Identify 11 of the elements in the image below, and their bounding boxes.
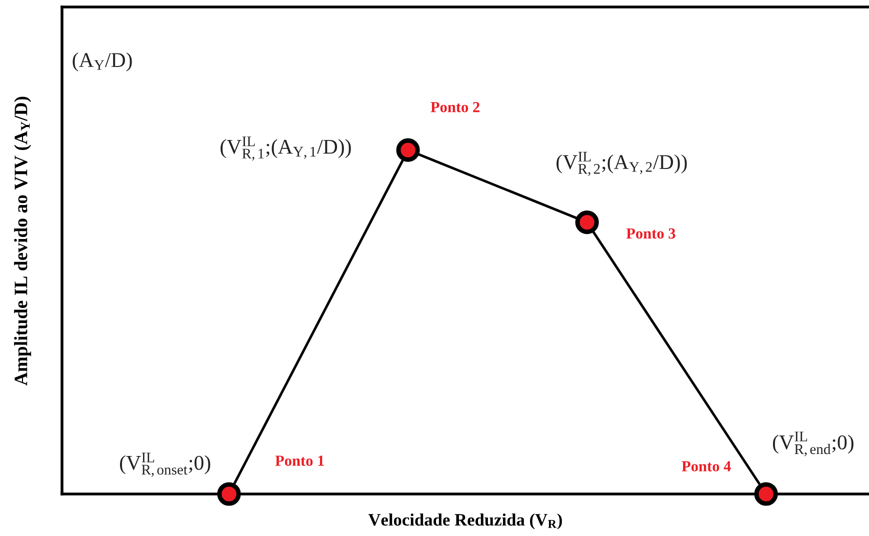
annotation: (V$^{IL}$$_{R,end}$;0) [772, 432, 854, 456]
y-axis-title: Amplitude IL devido ao VIV (A$_{Y}$/D) [14, 96, 32, 386]
x-axis-title: Velocidade Reduzida (V$_{R}$) [368, 513, 562, 530]
text: (A$_{Y}$/D) [72, 52, 132, 72]
annotation: Ponto 4 [682, 461, 731, 472]
annotation: (V$^{IL}$$_{R,onset}$;0) [120, 452, 210, 477]
annotation: Ponto 3 [626, 228, 676, 239]
annotation: Ponto 1 [275, 456, 324, 466]
text: Ponto 2 [430, 102, 480, 112]
annotation: (V$^{IL}$$_{R,1}$;(A$_{Y,1}$/D)) [220, 136, 351, 161]
annotation: (V$^{IL}$$_{R,2}$;(A$_{Y,2}$/D)) [556, 152, 687, 176]
